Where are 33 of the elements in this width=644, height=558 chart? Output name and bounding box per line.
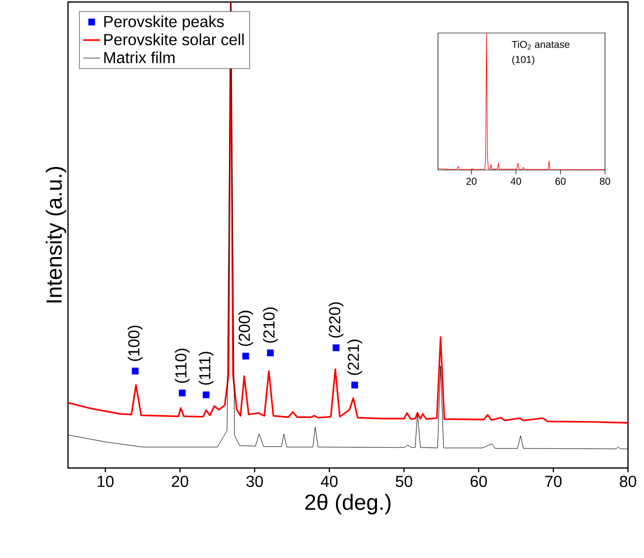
x-tick-label: 80 bbox=[620, 476, 636, 488]
point bbox=[242, 352, 250, 360]
annotation: (221) bbox=[347, 340, 362, 375]
annotation: (111) bbox=[198, 352, 214, 385]
annotation: (220) bbox=[328, 302, 344, 338]
x-tick-label: 70 bbox=[545, 476, 562, 488]
legend-label: Perovskite solar cell bbox=[104, 34, 244, 46]
x-tick-label: 20 bbox=[466, 178, 477, 185]
annotation: (100) bbox=[128, 326, 143, 361]
legend-label: Matrix film bbox=[104, 52, 175, 64]
x-tick-label: 40 bbox=[510, 178, 522, 185]
point bbox=[132, 368, 139, 374]
x-tick-label: 20 bbox=[172, 476, 188, 488]
y-axis-title: Intensity (a.u.) bbox=[46, 166, 66, 302]
point bbox=[266, 350, 274, 356]
x-tick-label: 10 bbox=[98, 476, 114, 488]
x-tick-label: 30 bbox=[246, 476, 263, 488]
point bbox=[202, 391, 210, 398]
x-tick-label: 60 bbox=[555, 178, 566, 185]
annotation: TiO$_{2}$ anatase bbox=[512, 40, 570, 50]
x-axis-title: 2θ (deg.) bbox=[305, 494, 390, 514]
point bbox=[332, 344, 340, 352]
x-tick-label: 40 bbox=[320, 476, 338, 488]
x-tick-label: 60 bbox=[470, 476, 487, 488]
annotation: (101) bbox=[512, 56, 534, 65]
x-tick-label: 80 bbox=[600, 178, 610, 185]
point bbox=[178, 390, 186, 396]
annotation: (210) bbox=[262, 308, 278, 343]
annotation: (200) bbox=[238, 310, 254, 346]
point bbox=[351, 382, 358, 388]
annotation: (110) bbox=[174, 348, 190, 383]
legend-label: Perovskite peaks bbox=[104, 16, 224, 30]
x-tick-label: 50 bbox=[396, 476, 412, 488]
